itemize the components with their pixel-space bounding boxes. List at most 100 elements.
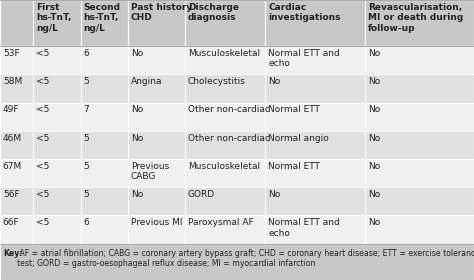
Text: Previous
CABG: Previous CABG [131, 162, 169, 181]
Bar [185, 215, 265, 244]
Bar [0, 46, 33, 74]
Bar [0, 187, 33, 215]
Text: 6: 6 [83, 49, 89, 58]
Text: No: No [131, 105, 143, 115]
Bar [0, 159, 33, 187]
Bar [265, 0, 365, 46]
Text: 58M: 58M [3, 77, 22, 86]
Bar [33, 46, 81, 74]
Bar [128, 159, 185, 187]
Text: Previous MI: Previous MI [131, 218, 182, 227]
Text: No: No [368, 49, 380, 58]
Text: 46M: 46M [3, 134, 22, 143]
Text: No: No [268, 77, 281, 86]
Bar [128, 46, 185, 74]
Bar [185, 102, 265, 131]
Bar [0, 244, 474, 280]
Text: <5: <5 [36, 134, 49, 143]
Text: 5: 5 [83, 77, 89, 86]
Bar [185, 159, 265, 187]
Bar [365, 131, 474, 159]
Text: No: No [368, 162, 380, 171]
Bar [365, 215, 474, 244]
Text: Musculoskeletal: Musculoskeletal [188, 162, 260, 171]
Bar [81, 46, 128, 74]
Bar [265, 46, 365, 74]
Bar [33, 0, 81, 46]
Bar [33, 102, 81, 131]
Bar [128, 0, 185, 46]
Bar [128, 74, 185, 102]
Text: Second
hs-TnT,
ng/L: Second hs-TnT, ng/L [83, 3, 120, 32]
Bar [365, 46, 474, 74]
Text: No: No [131, 190, 143, 199]
Bar [33, 159, 81, 187]
Bar [33, 74, 81, 102]
Text: Angina: Angina [131, 77, 162, 86]
Text: 5: 5 [83, 162, 89, 171]
Text: 67M: 67M [3, 162, 22, 171]
Text: Normal ETT and
echo: Normal ETT and echo [268, 218, 340, 238]
Text: Other non-cardiac: Other non-cardiac [188, 105, 270, 115]
Text: Normal ETT: Normal ETT [268, 162, 320, 171]
Bar [365, 159, 474, 187]
Text: AF = atrial fibrillation; CABG = coronary artery bypass graft; CHD = coronary he: AF = atrial fibrillation; CABG = coronar… [17, 249, 474, 268]
Text: <5: <5 [36, 162, 49, 171]
Bar [81, 131, 128, 159]
Text: <5: <5 [36, 49, 49, 58]
Text: 7: 7 [83, 105, 89, 115]
Text: No: No [368, 77, 380, 86]
Text: 49F: 49F [3, 105, 19, 115]
Bar [33, 131, 81, 159]
Text: No: No [368, 134, 380, 143]
Text: No: No [368, 218, 380, 227]
Bar [33, 187, 81, 215]
Bar [365, 74, 474, 102]
Text: Key:: Key: [3, 249, 22, 258]
Bar [128, 131, 185, 159]
Text: Discharge
diagnosis: Discharge diagnosis [188, 3, 239, 22]
Bar [365, 0, 474, 46]
Text: Other non-cardiac: Other non-cardiac [188, 134, 270, 143]
Text: First
hs-TnT,
ng/L: First hs-TnT, ng/L [36, 3, 72, 32]
Text: Musculoskeletal: Musculoskeletal [188, 49, 260, 58]
Bar [81, 187, 128, 215]
Text: No: No [368, 190, 380, 199]
Bar [265, 102, 365, 131]
Text: 53F: 53F [3, 49, 19, 58]
Text: No: No [131, 49, 143, 58]
Text: Cholecystitis: Cholecystitis [188, 77, 246, 86]
Bar [265, 215, 365, 244]
Bar [81, 0, 128, 46]
Bar [0, 131, 33, 159]
Bar [128, 102, 185, 131]
Bar [185, 46, 265, 74]
Text: 66F: 66F [3, 218, 19, 227]
Bar [0, 102, 33, 131]
Text: <5: <5 [36, 190, 49, 199]
Bar [265, 187, 365, 215]
Text: 5: 5 [83, 134, 89, 143]
Bar [265, 159, 365, 187]
Bar [81, 102, 128, 131]
Bar [0, 74, 33, 102]
Bar [128, 215, 185, 244]
Text: <5: <5 [36, 218, 49, 227]
Bar [185, 131, 265, 159]
Bar [365, 187, 474, 215]
Text: 6: 6 [83, 218, 89, 227]
Bar [265, 131, 365, 159]
Bar [33, 215, 81, 244]
Bar [0, 0, 33, 46]
Text: Normal ETT: Normal ETT [268, 105, 320, 115]
Bar [265, 74, 365, 102]
Text: Paroxysmal AF: Paroxysmal AF [188, 218, 253, 227]
Bar [81, 74, 128, 102]
Text: No: No [131, 134, 143, 143]
Text: No: No [268, 190, 281, 199]
Text: GORD: GORD [188, 190, 215, 199]
Bar [365, 102, 474, 131]
Bar [0, 215, 33, 244]
Bar [81, 215, 128, 244]
Text: Revascularisation,
MI or death during
follow-up: Revascularisation, MI or death during fo… [368, 3, 463, 32]
